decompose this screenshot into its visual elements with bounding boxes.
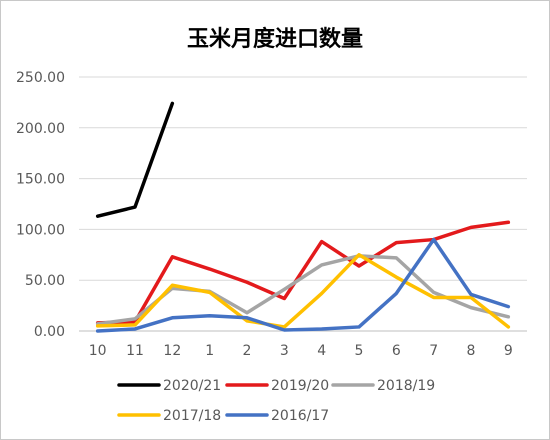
series-line [95, 253, 511, 329]
y-tick-label: 250.00 [16, 70, 65, 86]
x-tick-label: 9 [504, 343, 513, 359]
x-tick-label: 11 [126, 343, 144, 359]
legend-item: 2020/21 [117, 378, 221, 394]
legend-label: 2019/20 [271, 378, 329, 394]
chart-title: 玉米月度进口数量 [187, 26, 363, 52]
y-tick-label: 150.00 [16, 172, 65, 188]
x-tick-label: 5 [355, 343, 364, 359]
legend-item: 2017/18 [117, 408, 221, 424]
x-tick-label: 6 [392, 343, 401, 359]
x-tick-label: 12 [163, 343, 181, 359]
legend: 2020/21 2019/20 2018/19 2017/18 2016/17 [117, 378, 435, 424]
legend-item: 2018/19 [331, 378, 435, 394]
grid-lines [79, 76, 527, 332]
series-line [95, 220, 511, 325]
y-tick-label: 50.00 [25, 273, 65, 289]
series-line [95, 101, 175, 218]
x-tick-label: 7 [429, 343, 438, 359]
x-tick-label: 10 [89, 343, 107, 359]
x-tick-label: 2 [243, 343, 252, 359]
x-tick-label: 8 [467, 343, 476, 359]
y-tick-label: 200.00 [16, 121, 65, 137]
x-axis: 10 11 12 1 2 3 4 5 6 7 8 9 [89, 343, 513, 359]
legend-item: 2016/17 [225, 408, 329, 424]
legend-label: 2018/19 [377, 378, 435, 394]
legend-label: 2020/21 [163, 378, 221, 394]
legend-label: 2017/18 [163, 408, 221, 424]
x-tick-label: 4 [317, 343, 326, 359]
legend-item: 2019/20 [225, 378, 329, 394]
y-tick-label: 0.00 [34, 324, 65, 340]
y-tick-label: 100.00 [16, 222, 65, 238]
series-group [95, 101, 511, 333]
x-tick-label: 3 [280, 343, 289, 359]
series-line [95, 254, 511, 326]
x-tick-label: 1 [205, 343, 214, 359]
legend-label: 2016/17 [271, 408, 329, 424]
y-axis: 0.00 50.00 100.00 150.00 200.00 250.00 [16, 70, 65, 340]
series-line [95, 237, 511, 333]
